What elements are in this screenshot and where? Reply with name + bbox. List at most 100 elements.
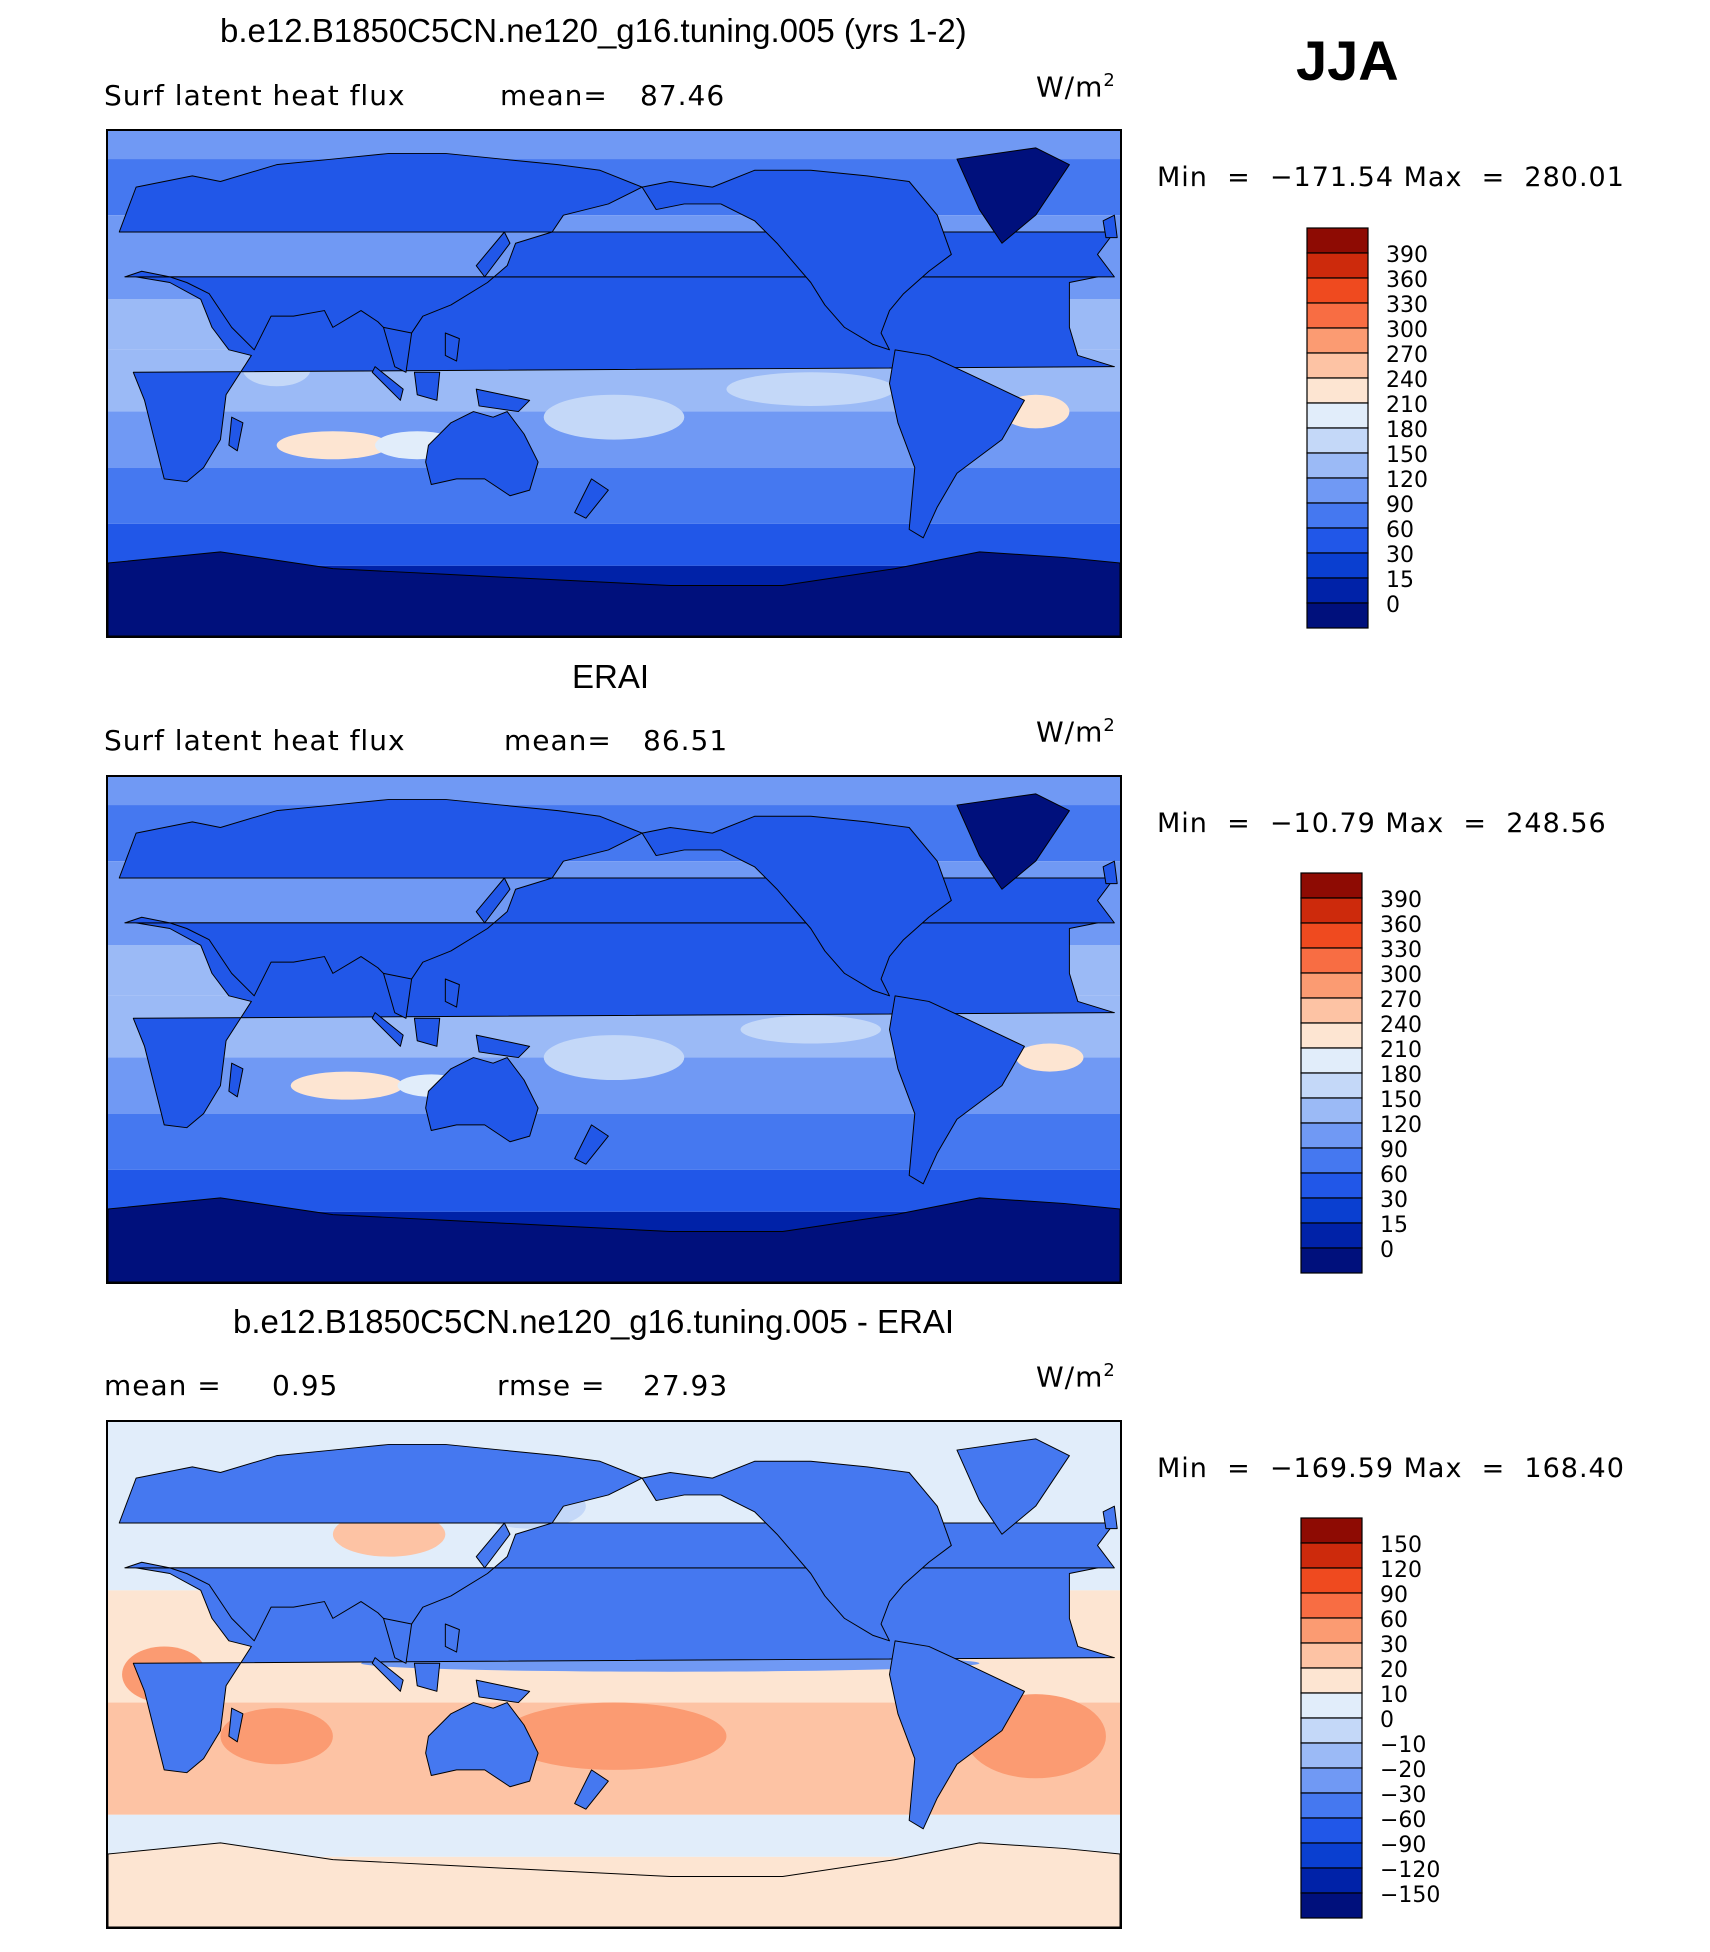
- continent-borneo: [413, 371, 441, 401]
- panel-3-title: b.e12.B1850C5CN.ne120_g16.tuning.005 - E…: [233, 1303, 955, 1340]
- colorbar-tick-label: 60: [1380, 1608, 1408, 1633]
- panel-3-map: [106, 1420, 1122, 1929]
- colorbar-box: [1300, 1792, 1363, 1819]
- colorbar-tick-label: 180: [1380, 1063, 1422, 1088]
- panel-2-minmax: Min = −10.79 Max = 248.56: [1157, 808, 1607, 839]
- map-field-band: [108, 777, 1120, 806]
- colorbar-tick-label: 300: [1386, 318, 1428, 343]
- colorbar-tick-label: 210: [1380, 1038, 1422, 1063]
- map-field-anomaly: [740, 1015, 882, 1044]
- colorbar-box: [1306, 577, 1369, 604]
- panel-1-minmax: Min = −171.54 Max = 280.01: [1157, 162, 1625, 193]
- colorbar-box: [1300, 1817, 1363, 1844]
- colorbar-tick-label: 240: [1380, 1013, 1422, 1038]
- colorbar-box: [1300, 1642, 1363, 1669]
- continent-namerica: [641, 815, 952, 997]
- colorbar-box: [1300, 1072, 1363, 1099]
- colorbar-tick-label: 180: [1386, 418, 1428, 443]
- continent-samerica: [888, 995, 1025, 1185]
- colorbar-box: [1300, 1667, 1363, 1694]
- colorbar-tick-label: 60: [1380, 1163, 1408, 1188]
- colorbar-tick-label: 15: [1380, 1213, 1408, 1238]
- colorbar-tick-label: −90: [1380, 1833, 1426, 1858]
- colorbar-tick-label: 390: [1380, 888, 1422, 913]
- colorbar-tick-label: 30: [1386, 543, 1414, 568]
- colorbar-box: [1300, 922, 1363, 949]
- map-field-anomaly: [543, 1035, 685, 1080]
- colorbar-box: [1300, 1097, 1363, 1124]
- continent-newguinea: [475, 1034, 531, 1059]
- colorbar-tick-label: 120: [1380, 1113, 1422, 1138]
- panel-3-colorbar: 150 120 90 60 30 20 10 0 −10 −20 −30 −60 −90 −120 −150: [1300, 1517, 1450, 1920]
- continent-sumatra: [371, 1657, 404, 1692]
- map-field-anomaly: [501, 1702, 727, 1770]
- colorbar-tick-label: 0: [1380, 1238, 1394, 1263]
- continent-philippines: [444, 332, 460, 362]
- continent-indochina: [382, 1617, 413, 1664]
- continent-indochina: [382, 972, 413, 1019]
- colorbar-tick-label: 10: [1380, 1683, 1408, 1708]
- colorbar-box: [1306, 352, 1369, 379]
- panel-1-max-value: 280.01: [1524, 162, 1625, 193]
- colorbar-tick-label: 30: [1380, 1188, 1408, 1213]
- colorbar-box: [1306, 252, 1369, 279]
- continent-philippines: [444, 1623, 460, 1653]
- continent-eurasia: [118, 152, 1115, 351]
- colorbar-tick-label: 210: [1386, 393, 1428, 418]
- continent-nz: [574, 478, 609, 519]
- colorbar-tick-label: 60: [1386, 518, 1414, 543]
- map-field-anomaly: [290, 1071, 404, 1100]
- colorbar-tick-label: 150: [1386, 443, 1428, 468]
- panel-2-colorbar: 390 360 330 300 270 240 210 180 150 120 90 60 30 15 0: [1300, 872, 1450, 1275]
- panel-3-max-label: Max: [1403, 1453, 1463, 1484]
- units-base: W/m: [1036, 1360, 1104, 1394]
- colorbar-tick-label: 20: [1380, 1658, 1408, 1683]
- colorbar-tick-label: 270: [1380, 988, 1422, 1013]
- colorbar-tick-label: 30: [1380, 1633, 1408, 1658]
- colorbar-box: [1300, 947, 1363, 974]
- panel-2-mean-label: mean=: [504, 724, 612, 757]
- colorbar-box: [1300, 1542, 1363, 1569]
- panel-2-max-label: Max: [1385, 808, 1445, 839]
- colorbar-tick-label: 300: [1380, 963, 1422, 988]
- continent-borneo: [413, 1017, 441, 1047]
- colorbar-box: [1306, 527, 1369, 554]
- panel-1-field-label: Surf latent heat flux: [104, 79, 406, 112]
- colorbar-box: [1306, 502, 1369, 529]
- units-base: W/m: [1036, 715, 1104, 749]
- panel-1-mean-label: mean=: [500, 79, 608, 112]
- continent-newguinea: [475, 388, 531, 413]
- panel-2-field-map: [108, 777, 1120, 1282]
- colorbar-box: [1300, 1567, 1363, 1594]
- colorbar-tick-label: 15: [1386, 568, 1414, 593]
- colorbar-tick-label: 330: [1380, 938, 1422, 963]
- colorbar-box: [1306, 602, 1369, 629]
- colorbar-tick-label: 90: [1380, 1138, 1408, 1163]
- panel-1-colorbar: 390 360 330 300 270 240 210 180 150 120 90 60 30 15 0: [1306, 227, 1456, 630]
- units-exponent: 2: [1103, 70, 1116, 91]
- continent-newguinea: [475, 1679, 531, 1704]
- continent-gbritain: [1102, 214, 1118, 239]
- continent-nz: [574, 1769, 609, 1810]
- panel-1-map: [106, 129, 1122, 638]
- panel-2-title: ERAI: [572, 658, 650, 695]
- continent-antarctica: [108, 1842, 1120, 1927]
- colorbar-tick-label: −10: [1380, 1733, 1426, 1758]
- continent-gbritain: [1102, 860, 1118, 885]
- continent-antarctica: [108, 1197, 1120, 1282]
- colorbar-tick-label: 90: [1386, 493, 1414, 518]
- continent-eurasia: [118, 1443, 1115, 1642]
- colorbar-tick-label: 150: [1380, 1533, 1422, 1558]
- colorbar-box: [1306, 552, 1369, 579]
- panel-2-min-value: −10.79: [1269, 808, 1376, 839]
- colorbar-tick-label: 0: [1380, 1708, 1394, 1733]
- panel-2-eq-min: =: [1217, 808, 1261, 839]
- colorbar-box: [1306, 327, 1369, 354]
- map-field-layer: [108, 777, 1120, 1282]
- continent-samerica: [888, 349, 1025, 539]
- continent-samerica: [888, 1640, 1025, 1830]
- colorbar-tick-label: 330: [1386, 293, 1428, 318]
- colorbar-box: [1300, 972, 1363, 999]
- colorbar-box: [1306, 377, 1369, 404]
- colorbar-box: [1300, 1717, 1363, 1744]
